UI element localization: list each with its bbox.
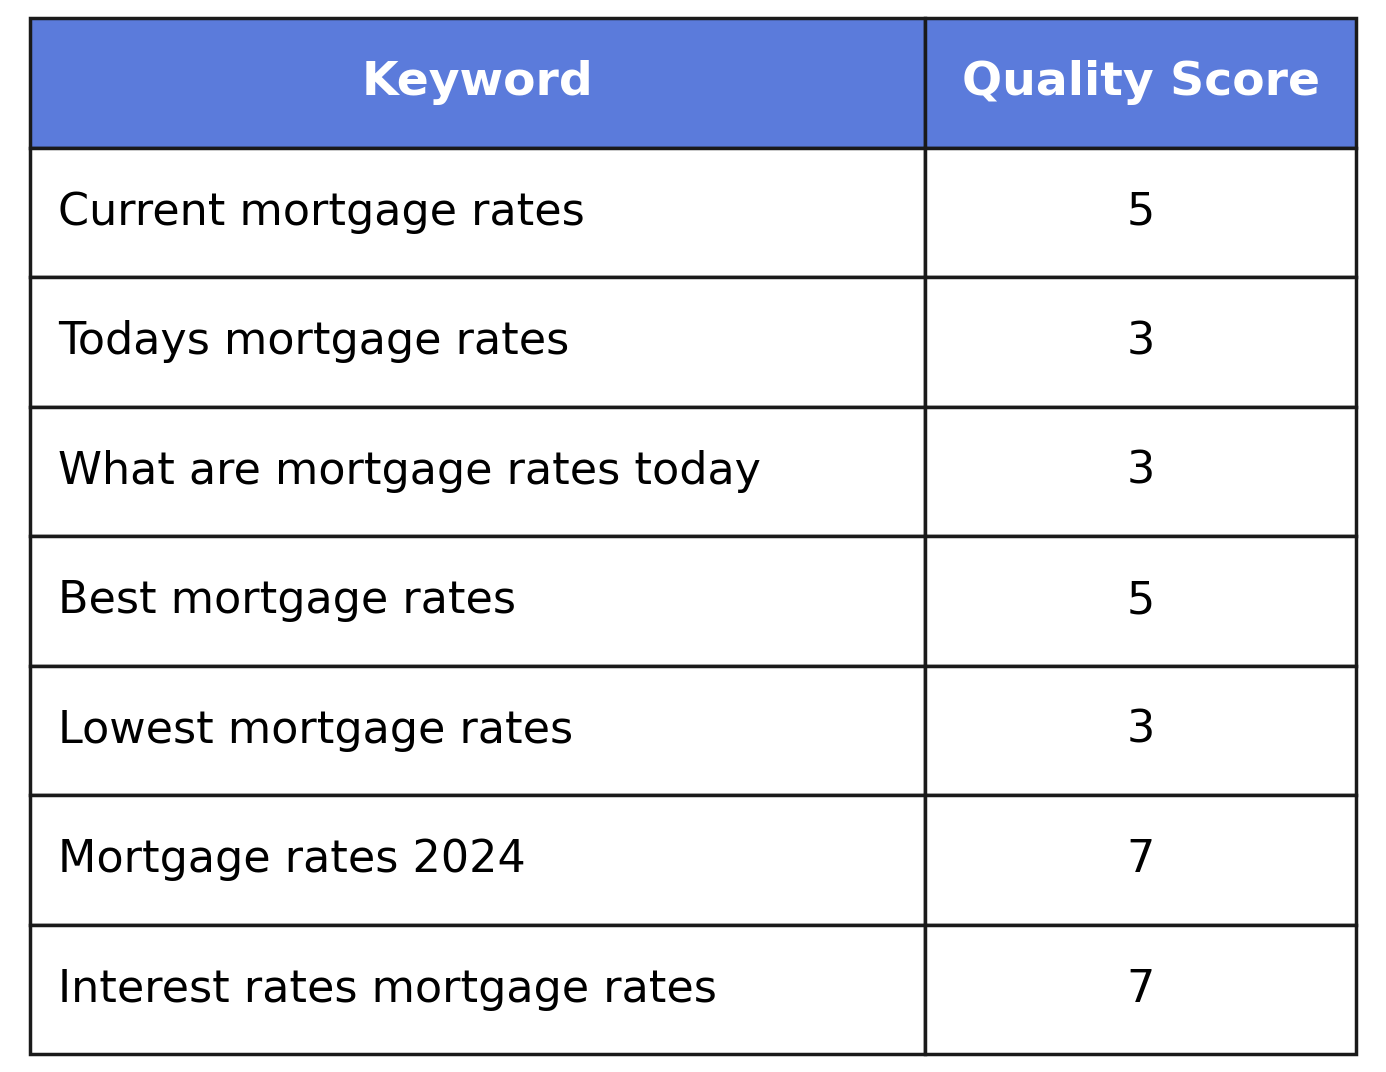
Text: Interest rates mortgage rates: Interest rates mortgage rates: [58, 968, 717, 1011]
Bar: [924, 666, 1356, 795]
Bar: [924, 536, 1356, 666]
Text: Lowest mortgage rates: Lowest mortgage rates: [58, 709, 574, 751]
Bar: [30, 924, 924, 1054]
Text: Todays mortgage rates: Todays mortgage rates: [58, 321, 570, 363]
Bar: [924, 795, 1356, 924]
Text: 7: 7: [1127, 838, 1155, 881]
Text: Best mortgage rates: Best mortgage rates: [58, 579, 516, 622]
Text: 5: 5: [1127, 579, 1155, 622]
Text: 5: 5: [1127, 191, 1155, 234]
Bar: [30, 148, 924, 277]
Text: Current mortgage rates: Current mortgage rates: [58, 191, 585, 234]
Text: 7: 7: [1127, 968, 1155, 1011]
Bar: [30, 536, 924, 666]
Bar: [924, 924, 1356, 1054]
Bar: [30, 18, 924, 148]
Text: Keyword: Keyword: [362, 60, 593, 105]
Text: Quality Score: Quality Score: [962, 60, 1319, 105]
Bar: [924, 406, 1356, 536]
Bar: [924, 148, 1356, 277]
Bar: [30, 795, 924, 924]
Text: Mortgage rates 2024: Mortgage rates 2024: [58, 838, 525, 881]
Bar: [924, 277, 1356, 406]
Bar: [924, 18, 1356, 148]
Text: What are mortgage rates today: What are mortgage rates today: [58, 450, 761, 493]
Bar: [30, 666, 924, 795]
Bar: [30, 406, 924, 536]
Text: 3: 3: [1127, 321, 1155, 363]
Bar: [30, 277, 924, 406]
Text: 3: 3: [1127, 450, 1155, 493]
Text: 3: 3: [1127, 709, 1155, 751]
